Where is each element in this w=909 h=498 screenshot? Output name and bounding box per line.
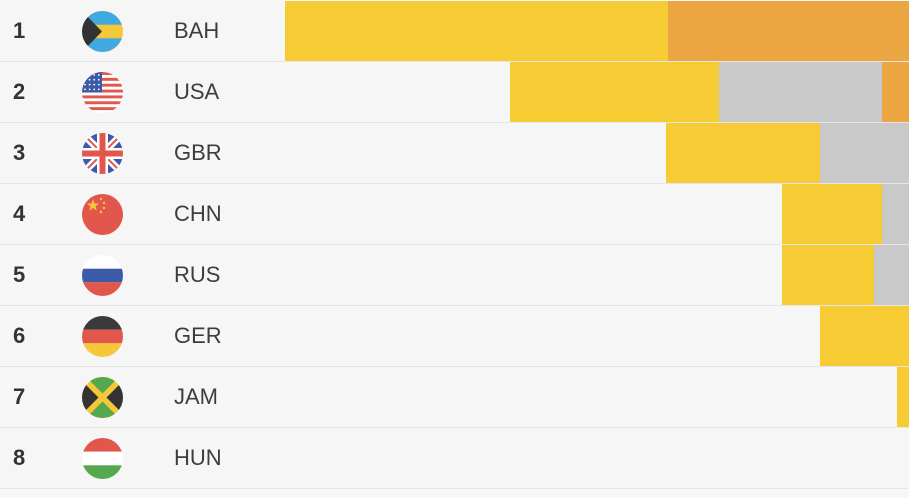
silver-bar: [719, 62, 882, 122]
gold-bar: [666, 123, 820, 183]
gold-bar: [510, 62, 719, 122]
medal-row: 1 BAH: [0, 1, 909, 62]
rank-label: 7: [13, 384, 26, 409]
gold-bar: [782, 184, 882, 244]
russia-flag-icon: [82, 255, 123, 296]
medal-row: 7 JAM: [0, 367, 909, 428]
medal-row: 5 RUS: [0, 245, 909, 306]
medal-row: 6 GER: [0, 306, 909, 367]
gold-bar: [285, 1, 668, 61]
gold-bar: [820, 306, 909, 366]
rank-label: 8: [13, 445, 26, 470]
country-code-label: USA: [174, 79, 220, 104]
country-code-label: JAM: [174, 384, 218, 409]
usa-flag-icon: [82, 72, 123, 113]
rank-label: 4: [13, 201, 26, 226]
gold-bar: [782, 245, 874, 305]
silver-bar: [820, 123, 909, 183]
bronze-bar: [668, 1, 909, 61]
china-flag-icon: [82, 194, 123, 235]
hungary-flag-icon: [82, 438, 123, 479]
great-britain-flag-icon: [82, 133, 123, 174]
rank-label: 2: [13, 79, 26, 104]
rank-label: 3: [13, 140, 26, 165]
medal-row: 3 GBR: [0, 123, 909, 184]
germany-flag-icon: [82, 316, 123, 357]
country-code-label: GER: [174, 323, 222, 348]
rank-label: 1: [13, 18, 26, 43]
rank-label: 6: [13, 323, 26, 348]
country-code-label: HUN: [174, 445, 222, 470]
country-code-label: BAH: [174, 18, 220, 43]
jamaica-flag-icon: [82, 377, 123, 418]
bahamas-flag-icon: [82, 11, 123, 52]
country-code-label: RUS: [174, 262, 221, 287]
gold-bar: [897, 367, 909, 427]
country-code-label: CHN: [174, 201, 222, 226]
medal-row: 2 USA: [0, 62, 909, 123]
bronze-bar: [882, 62, 909, 122]
silver-bar: [874, 245, 909, 305]
rank-label: 5: [13, 262, 26, 287]
medal-row: 8 HUN: [0, 428, 909, 489]
silver-bar: [882, 184, 909, 244]
medal-row: 4 CHN: [0, 184, 909, 245]
country-code-label: GBR: [174, 140, 222, 165]
